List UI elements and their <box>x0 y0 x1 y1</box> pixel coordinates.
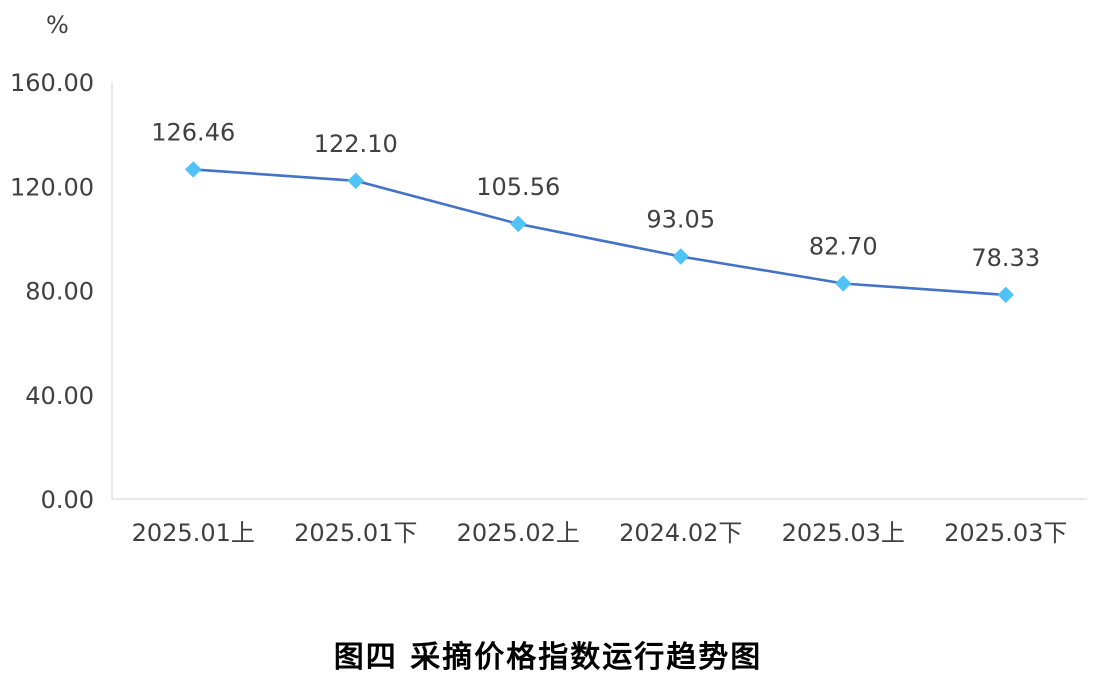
data-point-marker <box>510 215 527 233</box>
data-label: 105.56 <box>476 173 560 201</box>
data-label: 93.05 <box>646 205 715 233</box>
data-point-marker <box>185 161 202 178</box>
series-revenue-line <box>185 161 1014 304</box>
y-tick-label: 80.00 <box>25 278 94 306</box>
y-tick-label: 160.00 <box>10 69 94 97</box>
x-tick-label: 2025.02上 <box>457 519 580 547</box>
y-tick-label: 40.00 <box>25 382 94 410</box>
x-tick-label: 2024.02下 <box>619 519 742 547</box>
data-label: 126.46 <box>151 118 235 146</box>
y-tick-label: 120.00 <box>10 173 94 201</box>
data-point-marker <box>835 275 852 292</box>
data-point-marker <box>672 248 689 265</box>
x-axis: 2025.01上 2025.01下 2025.02上 2024.02下 2025.03上… <box>112 498 1087 547</box>
y-axis-unit-label: % <box>46 11 69 39</box>
series-line <box>193 168 1006 297</box>
x-tick-label: 2025.03下 <box>944 519 1067 547</box>
data-label: 122.10 <box>314 130 398 158</box>
y-tick-label: 0.00 <box>41 486 94 514</box>
x-tick-label: 2025.01上 <box>132 519 255 547</box>
chart-caption: 图四 采摘价格指数运行趋势图 <box>333 640 763 675</box>
x-tick-label: 2025.03上 <box>782 519 905 547</box>
data-labels: 126.46 122.10 105.56 93.05 82.70 78.33 <box>151 118 1040 271</box>
data-point-marker <box>347 172 364 189</box>
data-point-marker <box>997 286 1014 304</box>
x-tick-label: 2025.01下 <box>294 519 417 547</box>
y-axis: 0.00 40.00 80.00 120.00 160.00 <box>10 69 113 514</box>
data-label: 82.70 <box>809 232 878 260</box>
data-label: 78.33 <box>971 244 1040 272</box>
